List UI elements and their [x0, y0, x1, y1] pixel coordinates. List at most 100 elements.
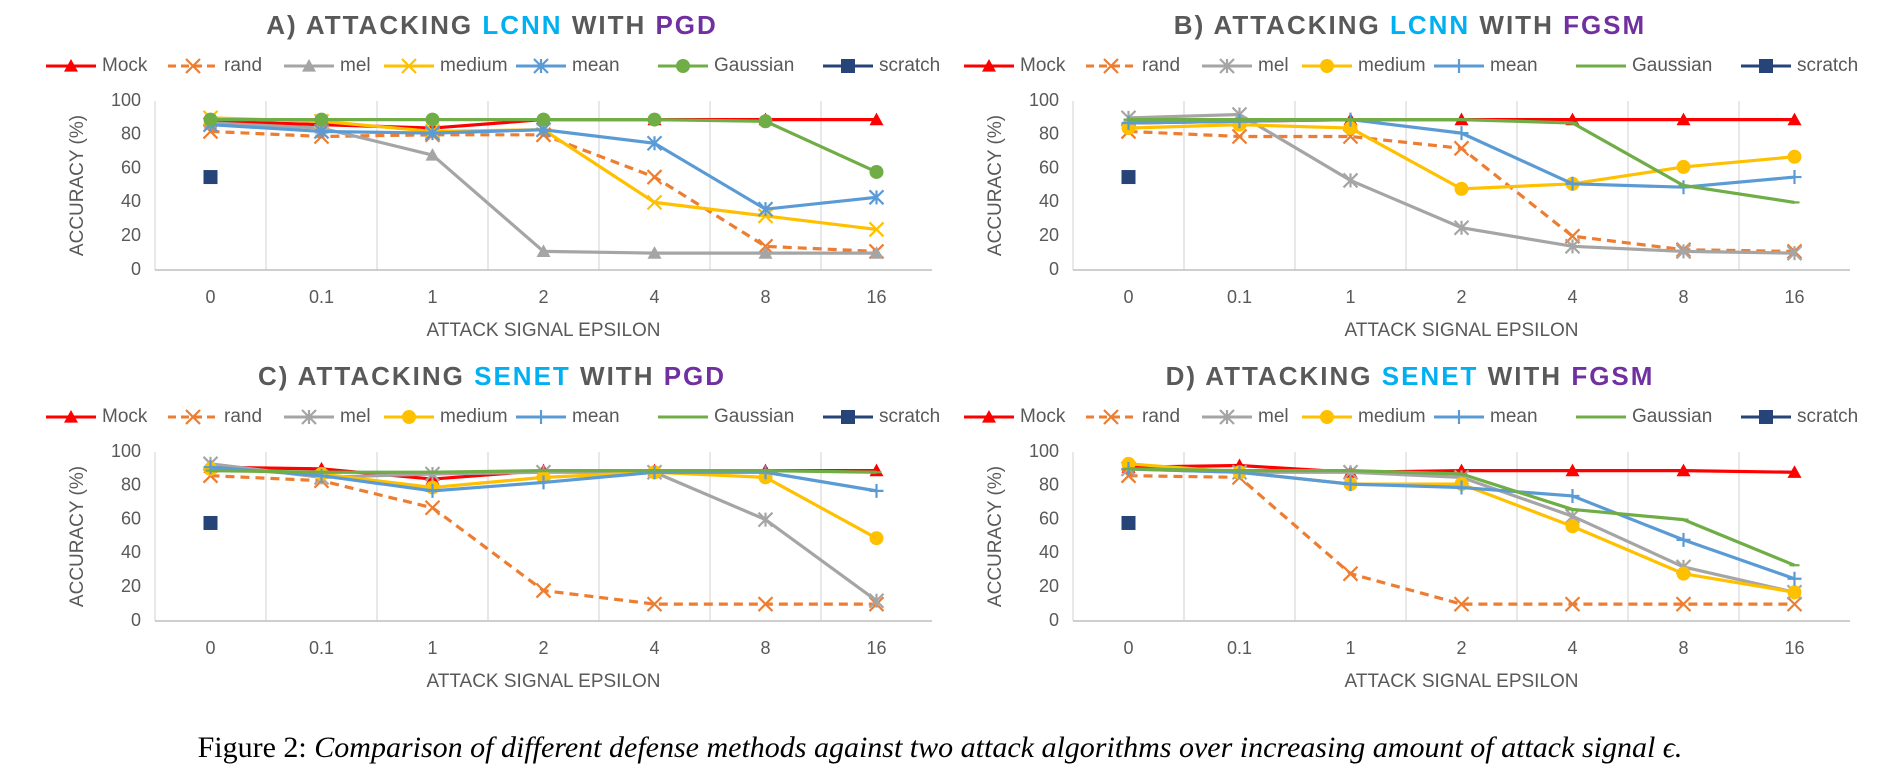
legend-label: mean — [572, 406, 620, 427]
marker — [757, 596, 774, 612]
series-line — [210, 474, 877, 606]
legend-marker — [1759, 410, 1773, 424]
legend-marker — [1320, 410, 1334, 424]
legend-label: Gaussian — [714, 55, 794, 76]
x-tick-label: 1 — [427, 287, 437, 307]
x-tick-label: 8 — [760, 638, 770, 658]
series-line — [210, 123, 877, 211]
title-part: WITH — [1488, 361, 1562, 391]
legend-label: medium — [1358, 406, 1426, 427]
marker — [646, 194, 663, 211]
title-part: WITH — [1479, 10, 1553, 40]
legend-marker — [185, 58, 201, 74]
marker — [758, 246, 773, 259]
legend-label: medium — [1358, 55, 1426, 76]
legend-label: mean — [572, 55, 620, 76]
marker — [314, 112, 329, 127]
x-tick-label: 16 — [1784, 287, 1804, 307]
legend-label: medium — [440, 406, 508, 427]
series-line — [1128, 474, 1795, 606]
marker — [1453, 596, 1470, 612]
caption-label: Figure 2: — [198, 731, 307, 764]
y-tick-label: 60 — [1039, 508, 1059, 528]
y-tick-label: 0 — [1049, 610, 1059, 630]
title-part: D) ATTACKING — [1166, 361, 1373, 391]
x-tick-label: 4 — [649, 638, 659, 658]
marker — [203, 515, 218, 530]
y-tick-label: 80 — [1039, 475, 1059, 495]
legend-marker — [533, 58, 549, 74]
y-tick-label: 20 — [121, 576, 141, 596]
marker — [425, 112, 440, 127]
marker — [203, 170, 218, 185]
marker — [647, 112, 662, 127]
marker — [868, 592, 885, 609]
y-tick-label: 0 — [131, 610, 141, 630]
legend-label: Mock — [102, 55, 148, 76]
marker — [203, 112, 218, 127]
legend-marker — [841, 59, 855, 73]
marker — [535, 582, 552, 599]
marker — [1675, 243, 1692, 260]
marker — [758, 114, 773, 129]
legend-label: medium — [440, 55, 508, 76]
y-tick-label: 100 — [111, 90, 141, 110]
y-tick-label: 40 — [121, 542, 141, 562]
title-part: PGD — [664, 361, 726, 391]
legend-label: Gaussian — [1632, 55, 1712, 76]
x-tick-label: 1 — [1345, 287, 1355, 307]
x-axis-label: ATTACK SIGNAL EPSILON — [426, 320, 660, 341]
x-tick-label: 8 — [1678, 287, 1688, 307]
marker — [1454, 181, 1469, 196]
y-tick-label: 80 — [1039, 124, 1059, 144]
marker — [1676, 463, 1691, 477]
marker — [1232, 114, 1247, 129]
chart: B) ATTACKING LCNN WITH FGSM Mock rand mel me… — [964, 10, 1858, 341]
marker — [1232, 465, 1247, 480]
legend-label: mel — [1258, 406, 1289, 427]
x-tick-label: 1 — [1345, 638, 1355, 658]
y-tick-label: 20 — [1039, 576, 1059, 596]
title-part: FGSM — [1571, 361, 1654, 391]
y-tick-label: 100 — [111, 441, 141, 461]
marker — [646, 135, 663, 152]
y-tick-label: 60 — [1039, 157, 1059, 177]
y-tick-label: 0 — [131, 259, 141, 279]
legend-marker — [185, 409, 201, 425]
legend-marker — [534, 410, 548, 424]
marker — [868, 221, 885, 238]
marker — [1787, 465, 1802, 478]
x-axis-label: ATTACK SIGNAL EPSILON — [426, 671, 660, 692]
marker — [1787, 585, 1802, 600]
legend-label: mean — [1490, 55, 1538, 76]
marker — [1454, 480, 1469, 495]
legend-marker — [982, 59, 996, 72]
marker — [1787, 149, 1802, 164]
caption-text: Comparison of different defense methods … — [314, 731, 1682, 764]
legend-marker — [1320, 59, 1334, 73]
x-tick-label: 2 — [1456, 287, 1466, 307]
marker — [1787, 571, 1802, 586]
legend-label: Gaussian — [1632, 406, 1712, 427]
x-tick-label: 0 — [205, 638, 215, 658]
marker — [536, 112, 551, 127]
marker — [536, 475, 551, 490]
y-tick-label: 40 — [1039, 191, 1059, 211]
marker — [424, 125, 441, 141]
marker — [1676, 532, 1691, 547]
y-tick-label: 80 — [121, 475, 141, 495]
marker — [1675, 596, 1692, 612]
marker — [1564, 596, 1581, 612]
marker — [425, 148, 440, 161]
title-part: LCNN — [1390, 10, 1470, 40]
x-tick-label: 2 — [1456, 638, 1466, 658]
marker — [1565, 488, 1580, 503]
legend-marker — [402, 410, 416, 424]
legend-marker — [64, 59, 78, 72]
marker — [1342, 464, 1359, 481]
y-tick-label: 60 — [121, 508, 141, 528]
marker — [1564, 238, 1581, 255]
marker — [1676, 112, 1691, 126]
marker — [1565, 463, 1580, 477]
